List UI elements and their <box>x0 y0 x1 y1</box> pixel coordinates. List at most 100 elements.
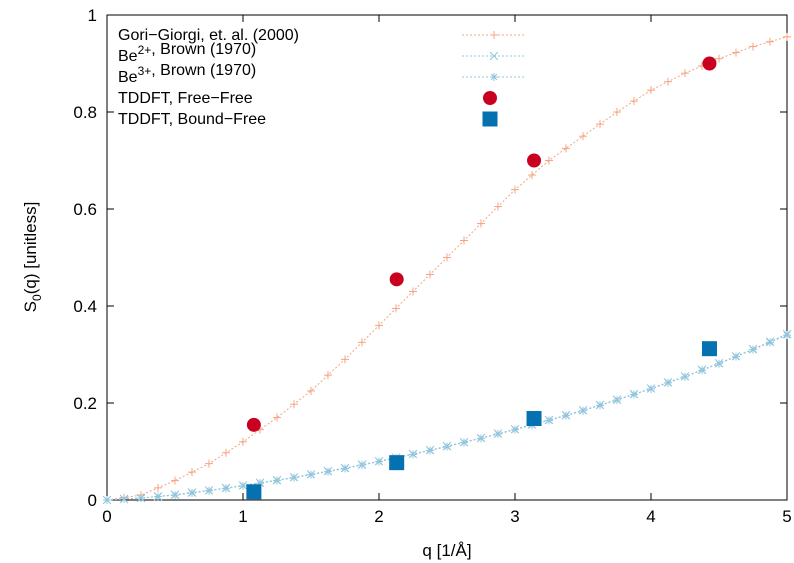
data-point <box>613 396 621 405</box>
data-point-interp <box>732 352 740 361</box>
data-point-interp <box>630 97 638 106</box>
marker-stroke <box>443 443 451 451</box>
marker-stroke <box>188 489 196 497</box>
marker-stroke <box>647 385 655 393</box>
marker-stroke <box>749 346 757 354</box>
data-point-interp <box>596 401 604 410</box>
y-tick-label: 1 <box>88 6 97 25</box>
x-tick-label: 3 <box>510 507 519 526</box>
marker-stroke <box>137 494 145 502</box>
marker-stroke <box>494 430 502 438</box>
x-tick-label: 1 <box>238 507 247 526</box>
data-point-interp <box>664 378 672 387</box>
marker-stroke <box>490 73 498 81</box>
data-point <box>701 341 717 357</box>
marker-stroke <box>307 471 315 479</box>
marker-stroke <box>477 435 485 442</box>
x-tick-label: 0 <box>102 507 111 526</box>
data-point-interp <box>426 446 434 455</box>
marker-stroke <box>579 407 587 415</box>
data-point <box>579 132 587 141</box>
marker-stroke <box>596 402 604 409</box>
series-3 <box>246 56 717 432</box>
data-point <box>477 434 485 443</box>
legend-label: TDDFT, Bound−Free <box>118 111 266 128</box>
data-point-interp <box>562 144 570 153</box>
marker-stroke <box>426 447 434 454</box>
y-tick-label: 0.8 <box>73 103 97 122</box>
x-tick-label: 5 <box>782 507 791 526</box>
legend-label-text: , Brown (1970) <box>151 41 256 58</box>
data-point <box>171 491 179 500</box>
data-point-interp <box>154 483 162 492</box>
data-point-interp <box>188 468 196 477</box>
data-point-interp <box>528 171 536 180</box>
data-point-interp <box>562 411 570 420</box>
data-point-interp <box>222 484 230 493</box>
y-axis-ticks: 0 0.2 0.4 0.6 0.8 1 <box>73 6 787 510</box>
marker-stroke <box>766 339 774 346</box>
data-point-interp <box>766 338 774 347</box>
data-point <box>715 359 723 368</box>
data-point-interp <box>290 400 298 409</box>
data-point <box>246 484 262 500</box>
data-point <box>409 287 417 296</box>
data-point <box>409 450 417 459</box>
data-point <box>647 384 655 393</box>
data-point <box>307 386 315 395</box>
y-axis-label-rest: (q) [unitless] <box>21 202 40 295</box>
series-2 <box>103 331 791 504</box>
data-point <box>702 56 717 71</box>
series-line <box>106 333 788 501</box>
data-point-interp <box>494 202 502 211</box>
legend-marker <box>490 31 498 39</box>
data-point-interp <box>392 304 400 313</box>
data-point <box>171 476 179 485</box>
data-point <box>647 86 655 95</box>
marker-stroke <box>290 474 298 482</box>
legend-label-text: TDDFT, Bound−Free <box>118 111 266 128</box>
data-point <box>783 331 791 340</box>
legend-label-text: Be <box>118 69 138 86</box>
marker-stroke <box>171 491 179 499</box>
y-axis-label-subscript: 0 <box>30 294 44 301</box>
data-point-interp <box>290 473 298 482</box>
data-point <box>511 425 519 434</box>
data-point <box>273 476 281 485</box>
x-axis-label: q [1/Å] <box>422 541 471 560</box>
y-tick-label: 0.4 <box>73 297 97 316</box>
marker-stroke <box>222 485 230 492</box>
data-point-interp <box>664 77 672 86</box>
marker-stroke <box>511 426 519 434</box>
legend-label: Be2+, Brown (1970) <box>118 41 256 65</box>
legend-label: Gori−Giorgi, et. al. (2000) <box>118 27 299 44</box>
marker-stroke <box>341 465 349 472</box>
data-point-interp <box>358 461 366 470</box>
series-layer <box>102 32 792 505</box>
y-tick-label: 0.6 <box>73 200 97 219</box>
marker-stroke <box>324 468 332 475</box>
marker-stroke <box>489 51 499 61</box>
marker-stroke <box>732 353 740 361</box>
data-point <box>477 219 485 228</box>
marker-stroke <box>358 461 366 469</box>
data-point <box>341 355 349 364</box>
marker-stroke <box>409 451 417 458</box>
data-point-interp <box>358 338 366 347</box>
data-point-interp <box>426 270 434 279</box>
legend-label-text: Be <box>118 48 138 65</box>
data-point-interp <box>120 495 128 504</box>
marker-stroke <box>545 417 553 424</box>
data-point <box>443 442 451 451</box>
legend-label-text: Gori−Giorgi, et. al. (2000) <box>118 27 299 44</box>
data-point-interp <box>222 448 230 457</box>
data-point-interp <box>460 438 468 447</box>
marker-stroke <box>664 379 672 387</box>
marker-stroke <box>630 391 638 398</box>
data-point <box>715 54 723 63</box>
marker-stroke <box>715 360 723 368</box>
data-point <box>526 411 542 427</box>
legend-marker <box>489 51 499 61</box>
data-point-interp <box>596 120 604 129</box>
